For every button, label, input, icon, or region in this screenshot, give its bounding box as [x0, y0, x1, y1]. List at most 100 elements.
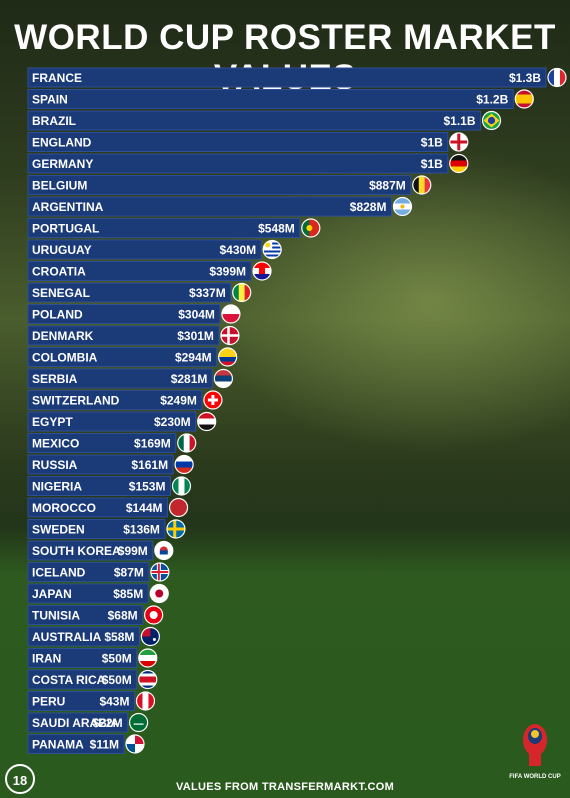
bar-row: IRAN $50M: [27, 648, 158, 668]
bar-category-label: PANAMA: [32, 738, 84, 752]
bar-row: COSTA RICA$50M: [27, 669, 158, 690]
croatia-flag-icon: [252, 261, 272, 281]
bar-value-label: $58M: [104, 630, 134, 644]
serbia-flag-icon: [213, 368, 233, 389]
bar-value-label: $230M: [154, 415, 191, 429]
bar-value-label: $85M: [113, 587, 143, 601]
bar-category-label: SWEDEN: [32, 523, 85, 537]
bar: [27, 218, 301, 238]
bar-category-label: COSTA RICA: [32, 673, 106, 687]
bar-row: PORTUGAL $548M: [27, 218, 321, 238]
belgium-flag-icon: [412, 175, 432, 195]
bar-category-label: BELGIUM: [32, 179, 87, 193]
bar-category-label: COLOMBIA: [32, 351, 98, 365]
bar-value-label: $11M: [90, 738, 119, 752]
bar-category-label: DENMARK: [32, 329, 94, 343]
bar: [27, 712, 129, 733]
bar-value-label: $1.1B: [443, 114, 475, 128]
bar-row: NIGERIA $153M: [27, 476, 192, 496]
bar-category-label: MEXICO: [32, 437, 79, 451]
bar-row: COLOMBIA $294M: [27, 347, 238, 367]
bar-value-label: $1B: [421, 157, 443, 171]
bar-category-label: PERU: [32, 695, 65, 709]
bar: [27, 153, 449, 174]
bar: [27, 89, 514, 109]
bar-category-label: MOROCCO: [32, 501, 96, 515]
bar-value-label: $430M: [219, 243, 256, 257]
bar: [27, 390, 203, 410]
tunisia-flag-icon: [144, 605, 164, 625]
bar-row: RUSSIA $161M: [27, 454, 194, 475]
south-korea-flag-icon: [154, 540, 174, 561]
france-flag-icon: [547, 67, 567, 88]
bar-category-label: NIGERIA: [32, 480, 82, 494]
bar: [27, 648, 138, 668]
bar-category-label: ENGLAND: [32, 136, 92, 150]
bar: [27, 605, 144, 625]
bar: [27, 562, 150, 582]
costa-rica-flag-icon: [138, 669, 158, 690]
iran-flag-icon: [138, 648, 158, 668]
poland-flag-icon: [221, 304, 241, 324]
nigeria-flag-icon: [171, 476, 192, 496]
iceland-flag-icon: [150, 562, 170, 582]
bar-value-label: $399M: [209, 265, 246, 279]
bar: [27, 691, 135, 711]
bar-value-label: $548M: [258, 222, 295, 236]
bar-category-label: SERBIA: [32, 372, 78, 386]
bar-value-label: $249M: [160, 394, 197, 408]
bar-category-label: SENEGAL: [32, 286, 90, 300]
bar-value-label: $153M: [129, 480, 166, 494]
bar-row: TUNISIA $68M: [27, 605, 164, 625]
bar-category-label: SWITZERLAND: [32, 394, 120, 408]
bar-row: PERU $43M: [27, 691, 156, 711]
bar-category-label: POLAND: [32, 308, 83, 322]
egypt-flag-icon: [197, 411, 217, 432]
bar-category-label: FRANCE: [32, 71, 82, 85]
bar-value-label: $87M: [114, 566, 144, 580]
bar: [27, 261, 252, 281]
senegal-flag-icon: [232, 282, 252, 303]
bar-category-label: ARGENTINA: [32, 200, 104, 214]
bar-category-label: EGYPT: [32, 415, 73, 429]
australia-flag-icon: [140, 626, 160, 647]
bar-category-label: ICELAND: [32, 566, 86, 580]
saudi-arabia-flag-icon: [129, 712, 149, 733]
bar-row: URUGUAY $430M: [27, 239, 282, 260]
bar: [27, 476, 171, 496]
bar-row: ARGENTINA $828M: [27, 196, 413, 217]
argentina-flag-icon: [392, 196, 413, 217]
bar-value-label: $144M: [126, 501, 163, 515]
denmark-flag-icon: [220, 325, 240, 346]
japan-flag-icon: [149, 583, 169, 604]
bar-row: BRAZIL $1.1B: [27, 110, 502, 131]
bar-value-label: $1B: [421, 136, 443, 150]
bar-category-label: JAPAN: [32, 587, 72, 601]
bar: [27, 411, 197, 432]
bar-row: AUSTRALIA $58M: [27, 626, 160, 647]
bar-row: EGYPT $230M: [27, 411, 217, 432]
bar-category-label: AUSTRALIA: [32, 630, 102, 644]
bar-value-label: $281M: [171, 372, 208, 386]
bar-value-label: $136M: [123, 523, 160, 537]
bar-category-label: PORTUGAL: [32, 222, 99, 236]
bar-value-label: $68M: [108, 609, 138, 623]
germany-flag-icon: [449, 153, 469, 174]
bar-row: ENGLAND $1B: [27, 132, 469, 152]
bar-row: SENEGAL $337M: [27, 282, 252, 303]
bar-row: GERMANY $1B: [27, 153, 469, 174]
mexico-flag-icon: [177, 433, 197, 453]
bar: [27, 347, 218, 367]
bar: [27, 540, 154, 561]
world-cup-logo: [523, 724, 547, 766]
bar-row: SPAIN $1.2B: [27, 89, 534, 109]
bar: [27, 325, 220, 346]
bar: [27, 196, 392, 217]
morocco-flag-icon: [168, 497, 189, 518]
switzerland-flag-icon: [203, 390, 223, 410]
spain-flag-icon: [514, 89, 534, 109]
bar-value-label: $828M: [350, 200, 387, 214]
source-footer: VALUES FROM TRANSFERMARKT.COM: [175, 781, 395, 793]
bar-value-label: $337M: [189, 286, 226, 300]
